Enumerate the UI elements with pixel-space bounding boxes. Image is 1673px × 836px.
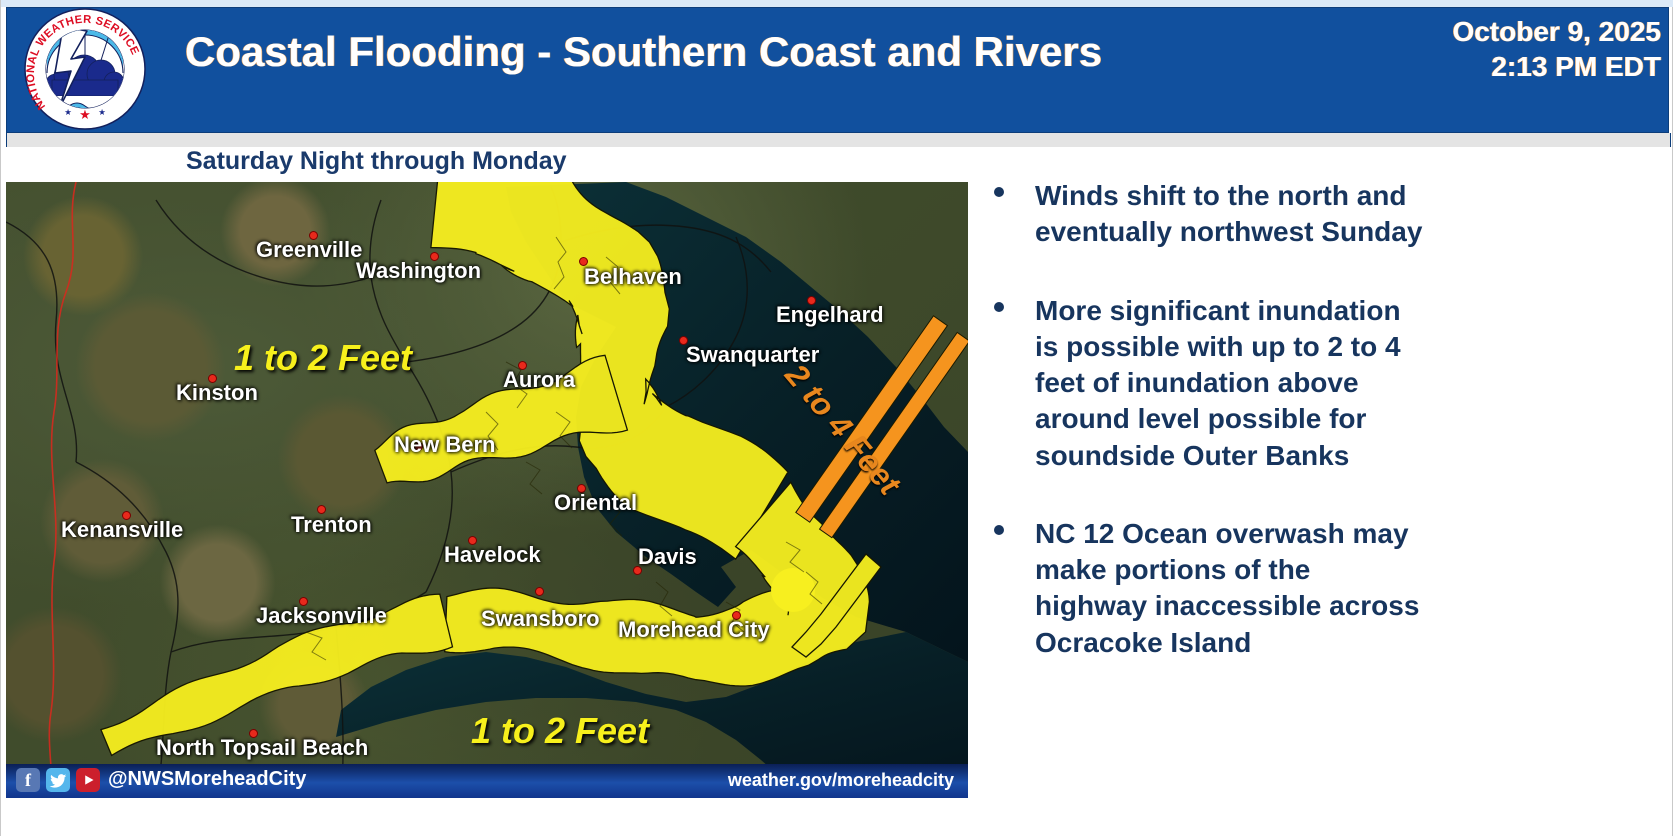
svg-text:★: ★ bbox=[64, 107, 72, 117]
svg-text:★: ★ bbox=[98, 107, 106, 117]
svg-text:★: ★ bbox=[79, 107, 91, 122]
